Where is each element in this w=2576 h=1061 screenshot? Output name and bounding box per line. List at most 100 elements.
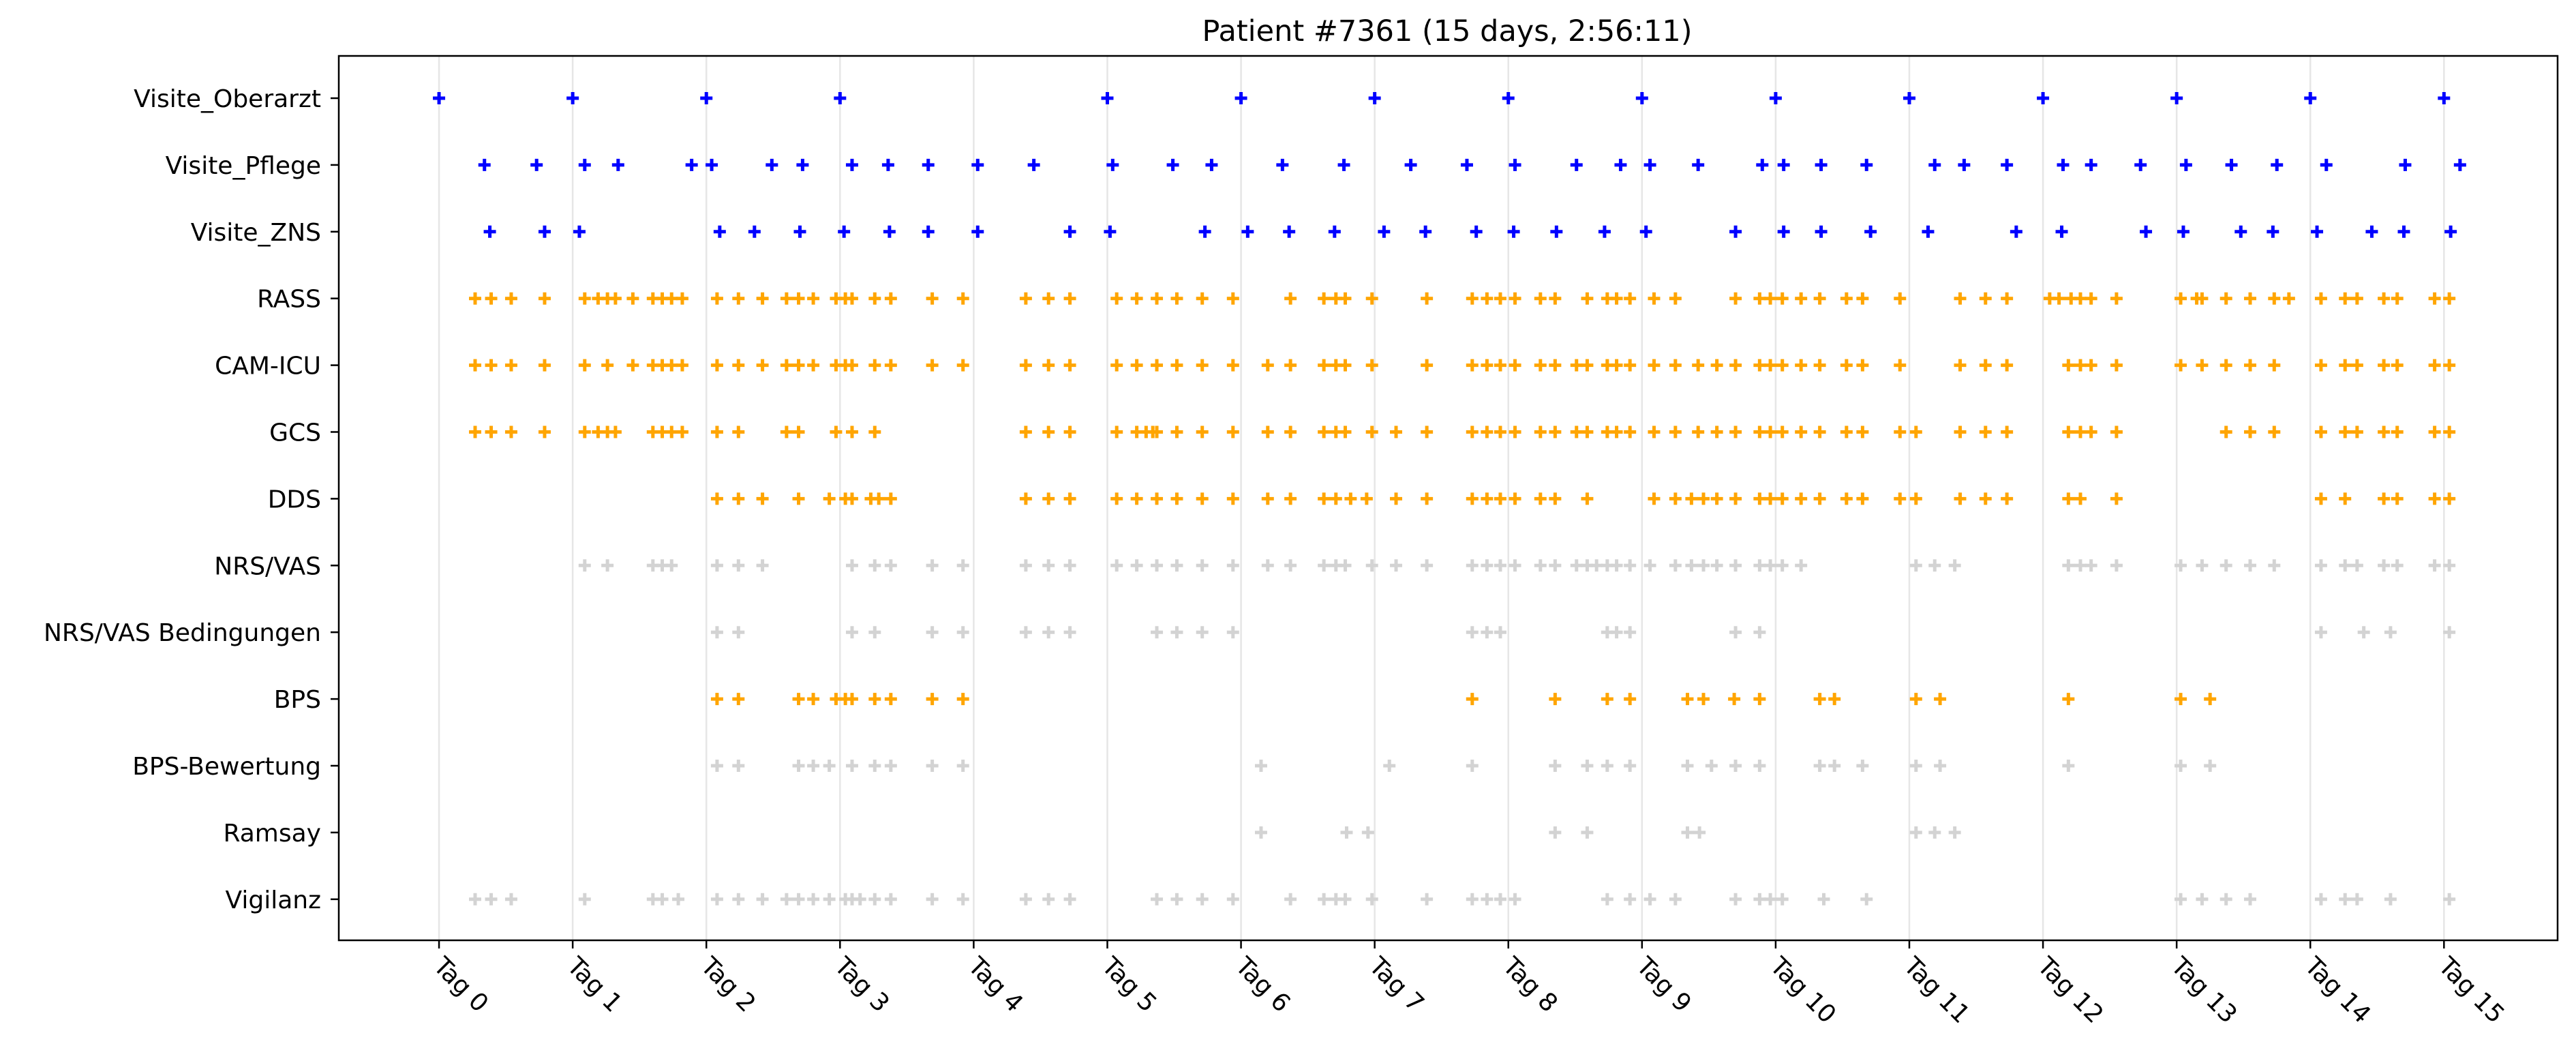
data-point-marker — [1481, 492, 1494, 505]
series-markers — [469, 292, 2456, 305]
data-point-marker — [1764, 559, 1777, 572]
data-point-marker — [2177, 225, 2189, 238]
data-point-marker — [1648, 492, 1661, 505]
data-point-marker — [1196, 492, 1209, 505]
data-point-marker — [1283, 225, 1296, 238]
series-markers — [469, 893, 2456, 906]
series-markers — [710, 760, 2217, 772]
data-point-marker — [1365, 559, 1378, 572]
data-point-marker — [1909, 559, 1922, 572]
data-point-marker — [578, 292, 591, 305]
data-point-marker — [1549, 693, 1562, 706]
data-point-marker — [2219, 359, 2232, 372]
data-point-marker — [1318, 492, 1331, 505]
data-point-marker — [1813, 693, 1826, 706]
data-point-marker — [1494, 626, 1506, 639]
data-point-marker — [1817, 893, 1830, 906]
data-point-marker — [1170, 359, 1183, 372]
x-tick-label: Tag 15 — [2432, 952, 2509, 1029]
data-markers — [433, 92, 2466, 906]
data-point-marker — [676, 425, 688, 438]
data-point-marker — [2443, 626, 2456, 639]
data-point-marker — [2219, 425, 2232, 438]
data-point-marker — [2311, 225, 2324, 238]
data-point-marker — [1685, 492, 1698, 505]
data-point-marker — [1979, 425, 1992, 438]
data-point-marker — [1226, 893, 1239, 906]
data-point-marker — [971, 158, 984, 171]
data-point-marker — [1130, 492, 1143, 505]
data-point-marker — [2219, 292, 2232, 305]
data-point-marker — [1648, 359, 1661, 372]
data-point-marker — [1042, 559, 1055, 572]
data-point-marker — [792, 292, 805, 305]
data-point-marker — [1669, 292, 1682, 305]
data-point-marker — [1610, 626, 1623, 639]
data-point-marker — [1795, 492, 1808, 505]
data-point-marker — [1764, 359, 1777, 372]
data-point-marker — [538, 225, 551, 238]
data-point-marker — [1909, 693, 1922, 706]
data-point-marker — [2219, 559, 2232, 572]
data-point-marker — [884, 359, 897, 372]
data-point-marker — [2196, 559, 2209, 572]
data-point-marker — [504, 292, 517, 305]
data-point-marker — [1776, 559, 1789, 572]
data-point-marker — [1776, 359, 1789, 372]
data-point-marker — [578, 425, 591, 438]
data-point-marker — [665, 425, 678, 438]
data-point-marker — [823, 492, 836, 505]
category-label: NRS/VAS — [214, 552, 321, 580]
data-point-marker — [884, 693, 897, 706]
data-point-marker — [756, 559, 769, 572]
data-point-marker — [884, 559, 897, 572]
data-point-marker — [1339, 559, 1352, 572]
data-point-marker — [1042, 626, 1055, 639]
data-point-marker — [1534, 292, 1547, 305]
data-point-marker — [792, 492, 805, 505]
data-point-marker — [823, 893, 836, 906]
data-point-marker — [834, 92, 847, 104]
data-point-marker — [2140, 225, 2153, 238]
data-point-marker — [1106, 158, 1119, 171]
data-point-marker — [1226, 492, 1239, 505]
data-point-marker — [1795, 425, 1808, 438]
data-point-marker — [845, 626, 858, 639]
data-point-marker — [665, 559, 678, 572]
data-point-marker — [2314, 359, 2327, 372]
data-point-marker — [2391, 559, 2404, 572]
data-point-marker — [1922, 225, 1935, 238]
data-point-marker — [1909, 826, 1922, 839]
data-point-marker — [2397, 225, 2410, 238]
data-point-marker — [2314, 559, 2327, 572]
data-point-marker — [1954, 359, 1967, 372]
data-point-marker — [1368, 92, 1381, 104]
data-point-marker — [1509, 158, 1521, 171]
data-point-marker — [1581, 760, 1594, 772]
data-point-marker — [2350, 559, 2363, 572]
data-point-marker — [2314, 292, 2327, 305]
data-point-marker — [2268, 559, 2281, 572]
data-point-marker — [504, 425, 517, 438]
data-point-marker — [1042, 425, 1055, 438]
data-point-marker — [478, 158, 491, 171]
category-label: Ramsay — [224, 820, 321, 848]
data-point-marker — [2074, 559, 2087, 572]
data-point-marker — [578, 158, 591, 171]
data-point-marker — [1383, 760, 1396, 772]
data-point-marker — [1378, 225, 1391, 238]
data-point-marker — [732, 359, 745, 372]
chart-title: Patient #7361 (15 days, 2:56:11) — [1202, 14, 1692, 48]
data-point-marker — [1624, 292, 1637, 305]
data-point-marker — [1753, 492, 1766, 505]
data-point-marker — [1318, 425, 1331, 438]
data-point-marker — [780, 359, 793, 372]
data-point-marker — [1481, 425, 1494, 438]
data-point-marker — [2357, 626, 2370, 639]
data-point-marker — [2443, 292, 2456, 305]
data-point-marker — [1710, 492, 1723, 505]
data-point-marker — [1894, 425, 1907, 438]
data-point-marker — [1828, 760, 1841, 772]
data-point-marker — [2085, 292, 2097, 305]
data-point-marker — [1284, 292, 1297, 305]
